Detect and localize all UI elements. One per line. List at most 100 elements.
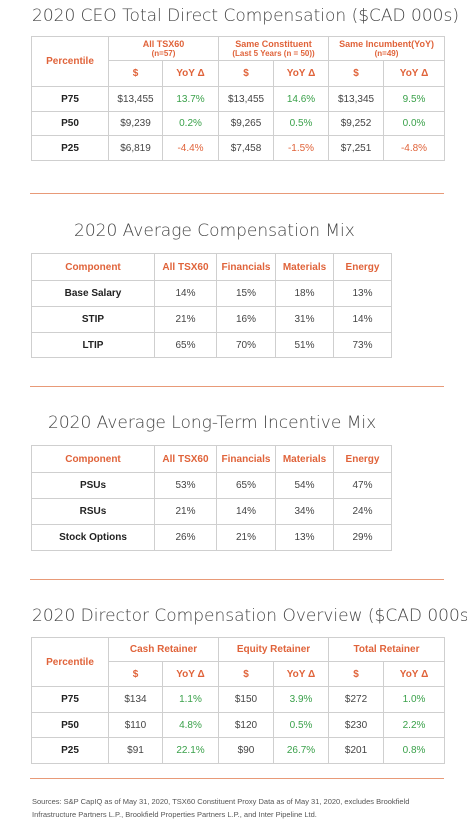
group-header-all-tsx60: All TSX60 (n=57): [107, 36, 220, 61]
table-row: RSUs 21% 14% 34% 24%: [31, 498, 392, 525]
row-label: Stock Options: [31, 524, 155, 551]
sub-header-value: $: [108, 60, 163, 87]
row-label: STIP: [31, 306, 155, 333]
row-label: Base Salary: [31, 280, 155, 307]
table-cell: 3.9%: [272, 686, 330, 713]
table-cell: 21%: [216, 524, 276, 551]
table-cell: 31%: [275, 306, 334, 333]
section-divider: [30, 193, 444, 194]
table-cell: 65%: [154, 332, 217, 358]
column-header: Materials: [275, 253, 334, 281]
sub-header-value: $: [328, 60, 385, 87]
table-cell: 0.5%: [273, 111, 330, 136]
sub-header-value: $: [328, 661, 385, 687]
table-cell: -4.4%: [161, 135, 220, 161]
group-header-cash-retainer: Cash Retainer: [108, 637, 219, 662]
table-cell: 21%: [154, 498, 217, 525]
table-row: P50 $9,239 0.2% $9,265 0.5% $9,252 0.0%: [31, 111, 446, 136]
table-cell: 26.7%: [272, 737, 330, 764]
table-cell: -1.5%: [273, 135, 330, 161]
section-divider: [30, 579, 444, 580]
table-cell: 16%: [216, 306, 276, 333]
table-cell: $9,239: [108, 111, 163, 136]
table-row: P25 $91 22.1% $90 26.7% $201 0.8%: [31, 737, 446, 764]
table-cell: 22.1%: [162, 737, 219, 764]
table-row: LTIP 65% 70% 51% 73%: [31, 332, 392, 358]
ceo-compensation-title: 2020 CEO Total Direct Compensation ($CAD…: [32, 6, 459, 26]
table-row: P50 $110 4.8% $120 0.5% $230 2.2%: [31, 712, 446, 738]
table-cell: 0.0%: [383, 111, 446, 136]
percentile-header: Percentile: [31, 637, 109, 687]
table-cell: 0.8%: [383, 737, 446, 764]
table-cell: $7,251: [328, 135, 385, 161]
table-cell: 53%: [154, 472, 217, 499]
section-divider: [30, 386, 444, 387]
table-cell: 73%: [333, 332, 392, 358]
table-cell: $90: [218, 737, 274, 764]
table-cell: $13,345: [328, 86, 385, 112]
table-row: STIP 21% 16% 31% 14%: [31, 306, 392, 333]
table-cell: 4.8%: [162, 712, 219, 738]
column-header: Financials: [216, 445, 276, 473]
table-cell: 65%: [216, 472, 276, 499]
column-header: Energy: [333, 445, 392, 473]
row-label: P25: [31, 135, 109, 161]
row-label: P75: [31, 686, 109, 713]
table-row: P25 $6,819 -4.4% $7,458 -1.5% $7,251 -4.…: [31, 135, 446, 161]
table-cell: 54%: [275, 472, 334, 499]
table-cell: 13%: [275, 524, 334, 551]
percentile-header: Percentile: [31, 36, 109, 87]
table-cell: $13,455: [218, 86, 275, 112]
table-cell: $6,819: [108, 135, 163, 161]
sub-header-change: YoY Δ: [383, 60, 446, 87]
table-cell: $230: [328, 712, 385, 738]
ceo-compensation-table: Percentile All TSX60 (n=57) Same Constitu…: [31, 36, 446, 161]
row-label: LTIP: [31, 332, 155, 358]
group-header-same-incumbent: Same Incumbent(YoY) (n=49): [328, 36, 446, 61]
table-cell: 0.5%: [272, 712, 330, 738]
table-cell: 21%: [154, 306, 217, 333]
compensation-mix-table: Component All TSX60 Financials Materials…: [31, 253, 392, 358]
column-header: Financials: [216, 253, 276, 281]
sub-header-value: $: [218, 661, 274, 687]
table-cell: 1.1%: [162, 686, 219, 713]
row-label: P75: [31, 86, 109, 112]
column-header: Energy: [333, 253, 392, 281]
table-cell: 14.6%: [273, 86, 330, 112]
table-cell: $7,458: [218, 135, 275, 161]
table-cell: $272: [328, 686, 385, 713]
table-cell: 2.2%: [383, 712, 446, 738]
sources-footnote: Sources: S&P CapIQ as of May 31, 2020, T…: [32, 797, 410, 819]
table-row: Stock Options 26% 21% 13% 29%: [31, 524, 392, 551]
column-header: All TSX60: [154, 445, 217, 473]
group-header-equity-retainer: Equity Retainer: [217, 637, 330, 662]
sub-header-change: YoY Δ: [161, 60, 220, 87]
director-compensation-table: Percentile Cash Retainer Equity Retainer…: [31, 637, 446, 764]
group-header-total-retainer: Total Retainer: [328, 637, 446, 662]
table-cell: $91: [108, 737, 163, 764]
table-cell: 70%: [216, 332, 276, 358]
table-cell: -4.8%: [383, 135, 446, 161]
table-row: P75 $13,455 13.7% $13,455 14.6% $13,345 …: [31, 86, 446, 112]
table-cell: 14%: [154, 280, 217, 307]
row-label: RSUs: [31, 498, 155, 525]
column-header: Materials: [275, 445, 334, 473]
table-cell: 29%: [333, 524, 392, 551]
table-cell: 15%: [216, 280, 276, 307]
table-cell: $150: [218, 686, 274, 713]
table-row: Base Salary 14% 15% 18% 13%: [31, 280, 392, 307]
compensation-mix-title: 2020 Average Compensation Mix: [74, 221, 355, 241]
table-cell: $13,455: [108, 86, 163, 112]
sub-header-change: YoY Δ: [162, 661, 219, 687]
table-cell: 24%: [333, 498, 392, 525]
table-row: PSUs 53% 65% 54% 47%: [31, 472, 392, 499]
table-cell: $110: [108, 712, 163, 738]
table-cell: 51%: [275, 332, 334, 358]
component-header: Component: [31, 253, 155, 281]
row-label: PSUs: [31, 472, 155, 499]
sub-header-change: YoY Δ: [383, 661, 446, 687]
sub-header-change: YoY Δ: [273, 60, 330, 87]
component-header: Component: [31, 445, 155, 473]
table-cell: 14%: [333, 306, 392, 333]
table-cell: 47%: [333, 472, 392, 499]
